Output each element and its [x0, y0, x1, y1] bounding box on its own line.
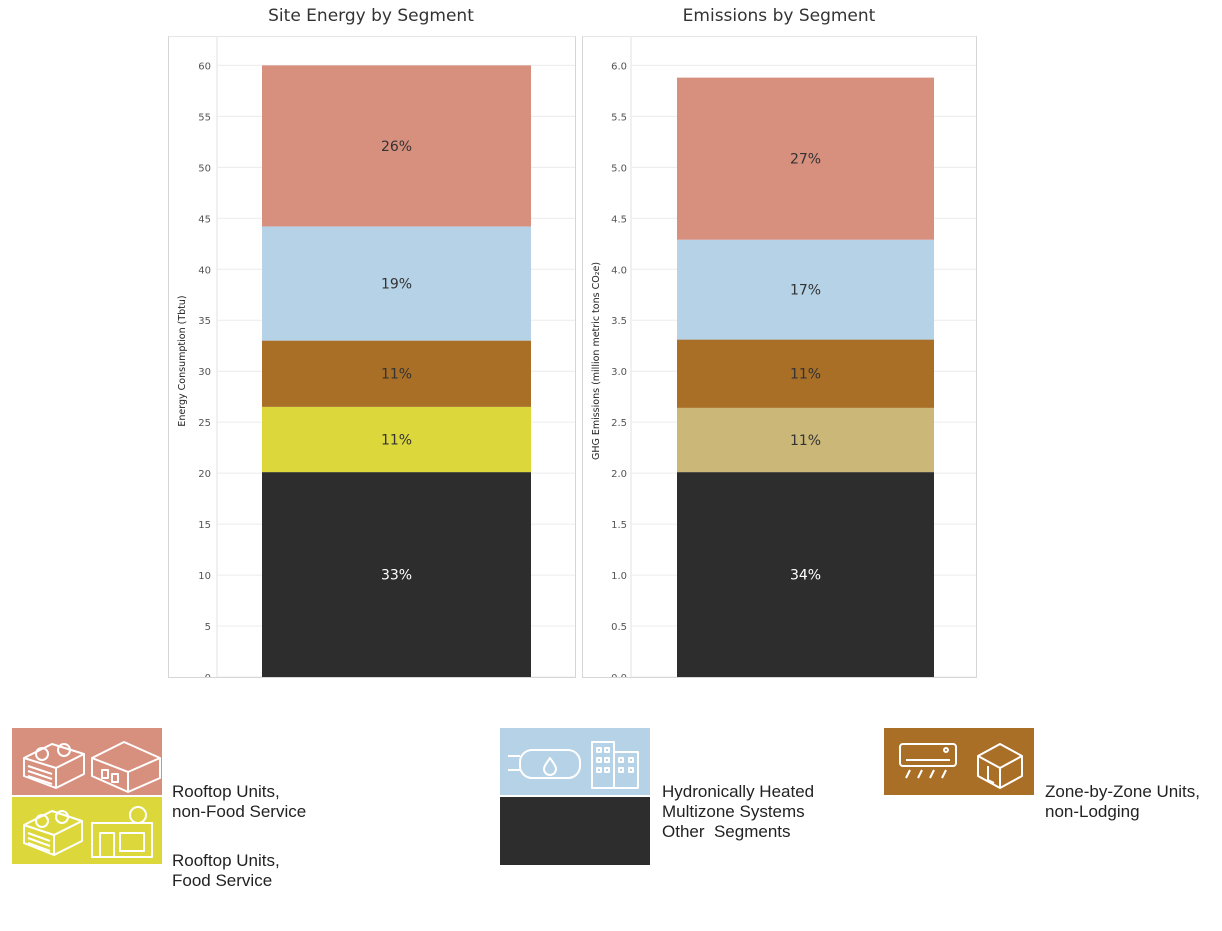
y-tick-label: 45	[198, 214, 211, 225]
y-axis-label: Energy Consumption (Tbtu)	[177, 295, 188, 426]
rooftop-unit-restaurant-icon	[23, 806, 153, 858]
emissions-chart-panel: 0.0 0.5 1.0 1.5 2.0 2.5 3.0 3.5 4.0 4.5 5.0 5.5 6.0 G…	[582, 36, 977, 684]
data-label: 11%	[381, 367, 412, 383]
y-tick-label: 1.0	[611, 571, 627, 582]
y-tick-label: 25	[198, 418, 211, 429]
y-tick-label: 60	[198, 61, 211, 72]
y-tick-label: 55	[198, 112, 211, 123]
y-axis-label: GHG Emissions (million metric tons CO₂e)	[591, 262, 602, 460]
legend-label-rooftop-non-food: Rooftop Units, non-Food Service	[172, 782, 307, 821]
data-label: 34%	[790, 568, 821, 584]
legend-label-zone-by-zone: Zone-by-Zone Units, non-Lodging	[1045, 782, 1200, 821]
bar-segment	[677, 339, 934, 408]
y-tick-label: 1.5	[611, 520, 627, 531]
energy-chart-title: Site Energy by Segment	[268, 6, 474, 26]
data-label: 19%	[381, 277, 412, 293]
y-tick-label: 4.0	[611, 265, 627, 276]
legend-swatch-rooftop-food	[12, 797, 162, 864]
legend-swatch-rooftop-non-food	[12, 728, 162, 795]
data-label: 11%	[381, 432, 412, 448]
y-tick-label: 5.5	[611, 112, 627, 123]
y-tick-label: 50	[198, 163, 211, 174]
bar-segment	[262, 65, 531, 227]
energy-chart: 0 5 10 15 20 25 30 35 40 45 50 55 60 Energy Consumpti…	[177, 37, 575, 684]
bar-segment	[262, 472, 531, 677]
y-tick-label: 20	[198, 469, 211, 480]
boiler-building-icon	[508, 741, 639, 789]
y-tick-label: 35	[198, 316, 211, 327]
data-label: 26%	[381, 139, 412, 155]
data-label: 17%	[790, 283, 821, 299]
energy-chart-panel: 0 5 10 15 20 25 30 35 40 45 50 55 60 Energy Consumpti…	[168, 36, 576, 684]
data-label: 33%	[381, 568, 412, 584]
bar-segment	[262, 406, 531, 473]
y-tick-label: 2.5	[611, 418, 627, 429]
y-tick-label: 0.0	[611, 673, 627, 677]
bar-segment	[262, 226, 531, 341]
bar-segment	[677, 239, 934, 340]
emissions-chart-title: Emissions by Segment	[682, 6, 876, 26]
y-tick-label: 15	[198, 520, 211, 531]
data-label: 27%	[790, 152, 821, 168]
y-tick-label: 0	[205, 673, 211, 677]
bar-segment	[677, 77, 934, 240]
bar-segment	[677, 472, 934, 677]
legend-label-other: Other Segments	[662, 822, 791, 841]
y-tick-label: 10	[198, 571, 211, 582]
legend-swatch-zone-by-zone	[884, 728, 1034, 795]
emissions-chart: 0.0 0.5 1.0 1.5 2.0 2.5 3.0 3.5 4.0 4.5 5.0 5.5 6.0 G…	[591, 37, 976, 684]
y-tick-label: 2.0	[611, 469, 627, 480]
y-tick-label: 3.0	[611, 367, 627, 378]
y-tick-label: 5.0	[611, 163, 627, 174]
bar-segment	[262, 340, 531, 407]
y-tick-label: 5	[205, 622, 211, 633]
wall-ac-room-icon	[899, 743, 1023, 789]
y-tick-label: 3.5	[611, 316, 627, 327]
rooftop-unit-building-icon	[23, 741, 161, 793]
data-label: 11%	[790, 433, 821, 449]
legend-swatch-other	[500, 797, 650, 865]
data-label: 11%	[790, 367, 821, 383]
y-tick-label: 40	[198, 265, 211, 276]
bar-segment	[677, 407, 934, 473]
y-tick-label: 6.0	[611, 61, 627, 72]
y-tick-label: 0.5	[611, 622, 627, 633]
legend-swatch-hydronic	[500, 728, 650, 795]
y-tick-label: 30	[198, 367, 211, 378]
legend-label-rooftop-food: Rooftop Units, Food Service	[172, 851, 280, 890]
legend-label-hydronic: Hydronically Heated Multizone Systems	[662, 782, 815, 821]
y-tick-label: 4.5	[611, 214, 627, 225]
